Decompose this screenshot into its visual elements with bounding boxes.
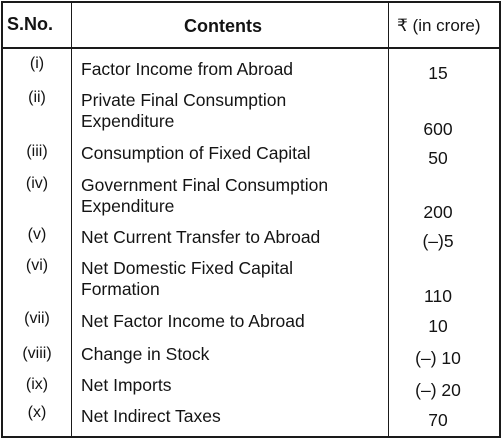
column-divider-value <box>388 3 389 436</box>
row-sno: (ix) <box>25 376 49 393</box>
row-content: Net Current Transfer to Abroad <box>81 227 321 247</box>
row-sno: (vii) <box>24 310 50 327</box>
row-content: Private Final Consumption Expenditure <box>81 90 287 131</box>
row-value: 600 <box>423 119 453 139</box>
row-value: (–)5 <box>422 231 454 251</box>
row-sno: (vi) <box>25 257 49 274</box>
row-content: Factor Income from Abroad <box>81 59 294 79</box>
header-contents: Contents <box>184 16 262 36</box>
header-sno: S.No. <box>7 14 54 34</box>
header-unit: ₹ (in crore) <box>397 16 481 35</box>
row-sno: (ii) <box>28 89 46 106</box>
row-sno: (iii) <box>26 143 48 160</box>
row-content: Net Factor Income to Abroad <box>81 311 305 331</box>
row-content: Net Indirect Taxes <box>81 406 221 426</box>
column-divider-sno <box>71 3 72 436</box>
row-sno: (viii) <box>22 345 52 362</box>
row-content: Change in Stock <box>81 344 210 364</box>
row-value: 200 <box>423 202 453 222</box>
row-content: Net Domestic Fixed Capital Formation <box>81 258 294 299</box>
row-value: 110 <box>424 286 452 306</box>
row-sno: (iv) <box>25 175 49 192</box>
row-sno: (x) <box>27 404 47 421</box>
header-divider <box>3 47 499 49</box>
row-content: Net Imports <box>81 375 172 395</box>
row-value: (–) 20 <box>415 380 461 400</box>
row-content: Government Final Consumption Expenditure <box>81 175 329 216</box>
row-value: 15 <box>428 63 448 83</box>
row-value: 10 <box>428 316 448 336</box>
row-sno: (i) <box>29 55 45 72</box>
row-sno: (v) <box>27 226 47 243</box>
row-value: (–) 10 <box>415 348 461 368</box>
row-content: Consumption of Fixed Capital <box>81 143 311 163</box>
row-value: 70 <box>428 410 448 430</box>
row-value: 50 <box>428 148 448 168</box>
